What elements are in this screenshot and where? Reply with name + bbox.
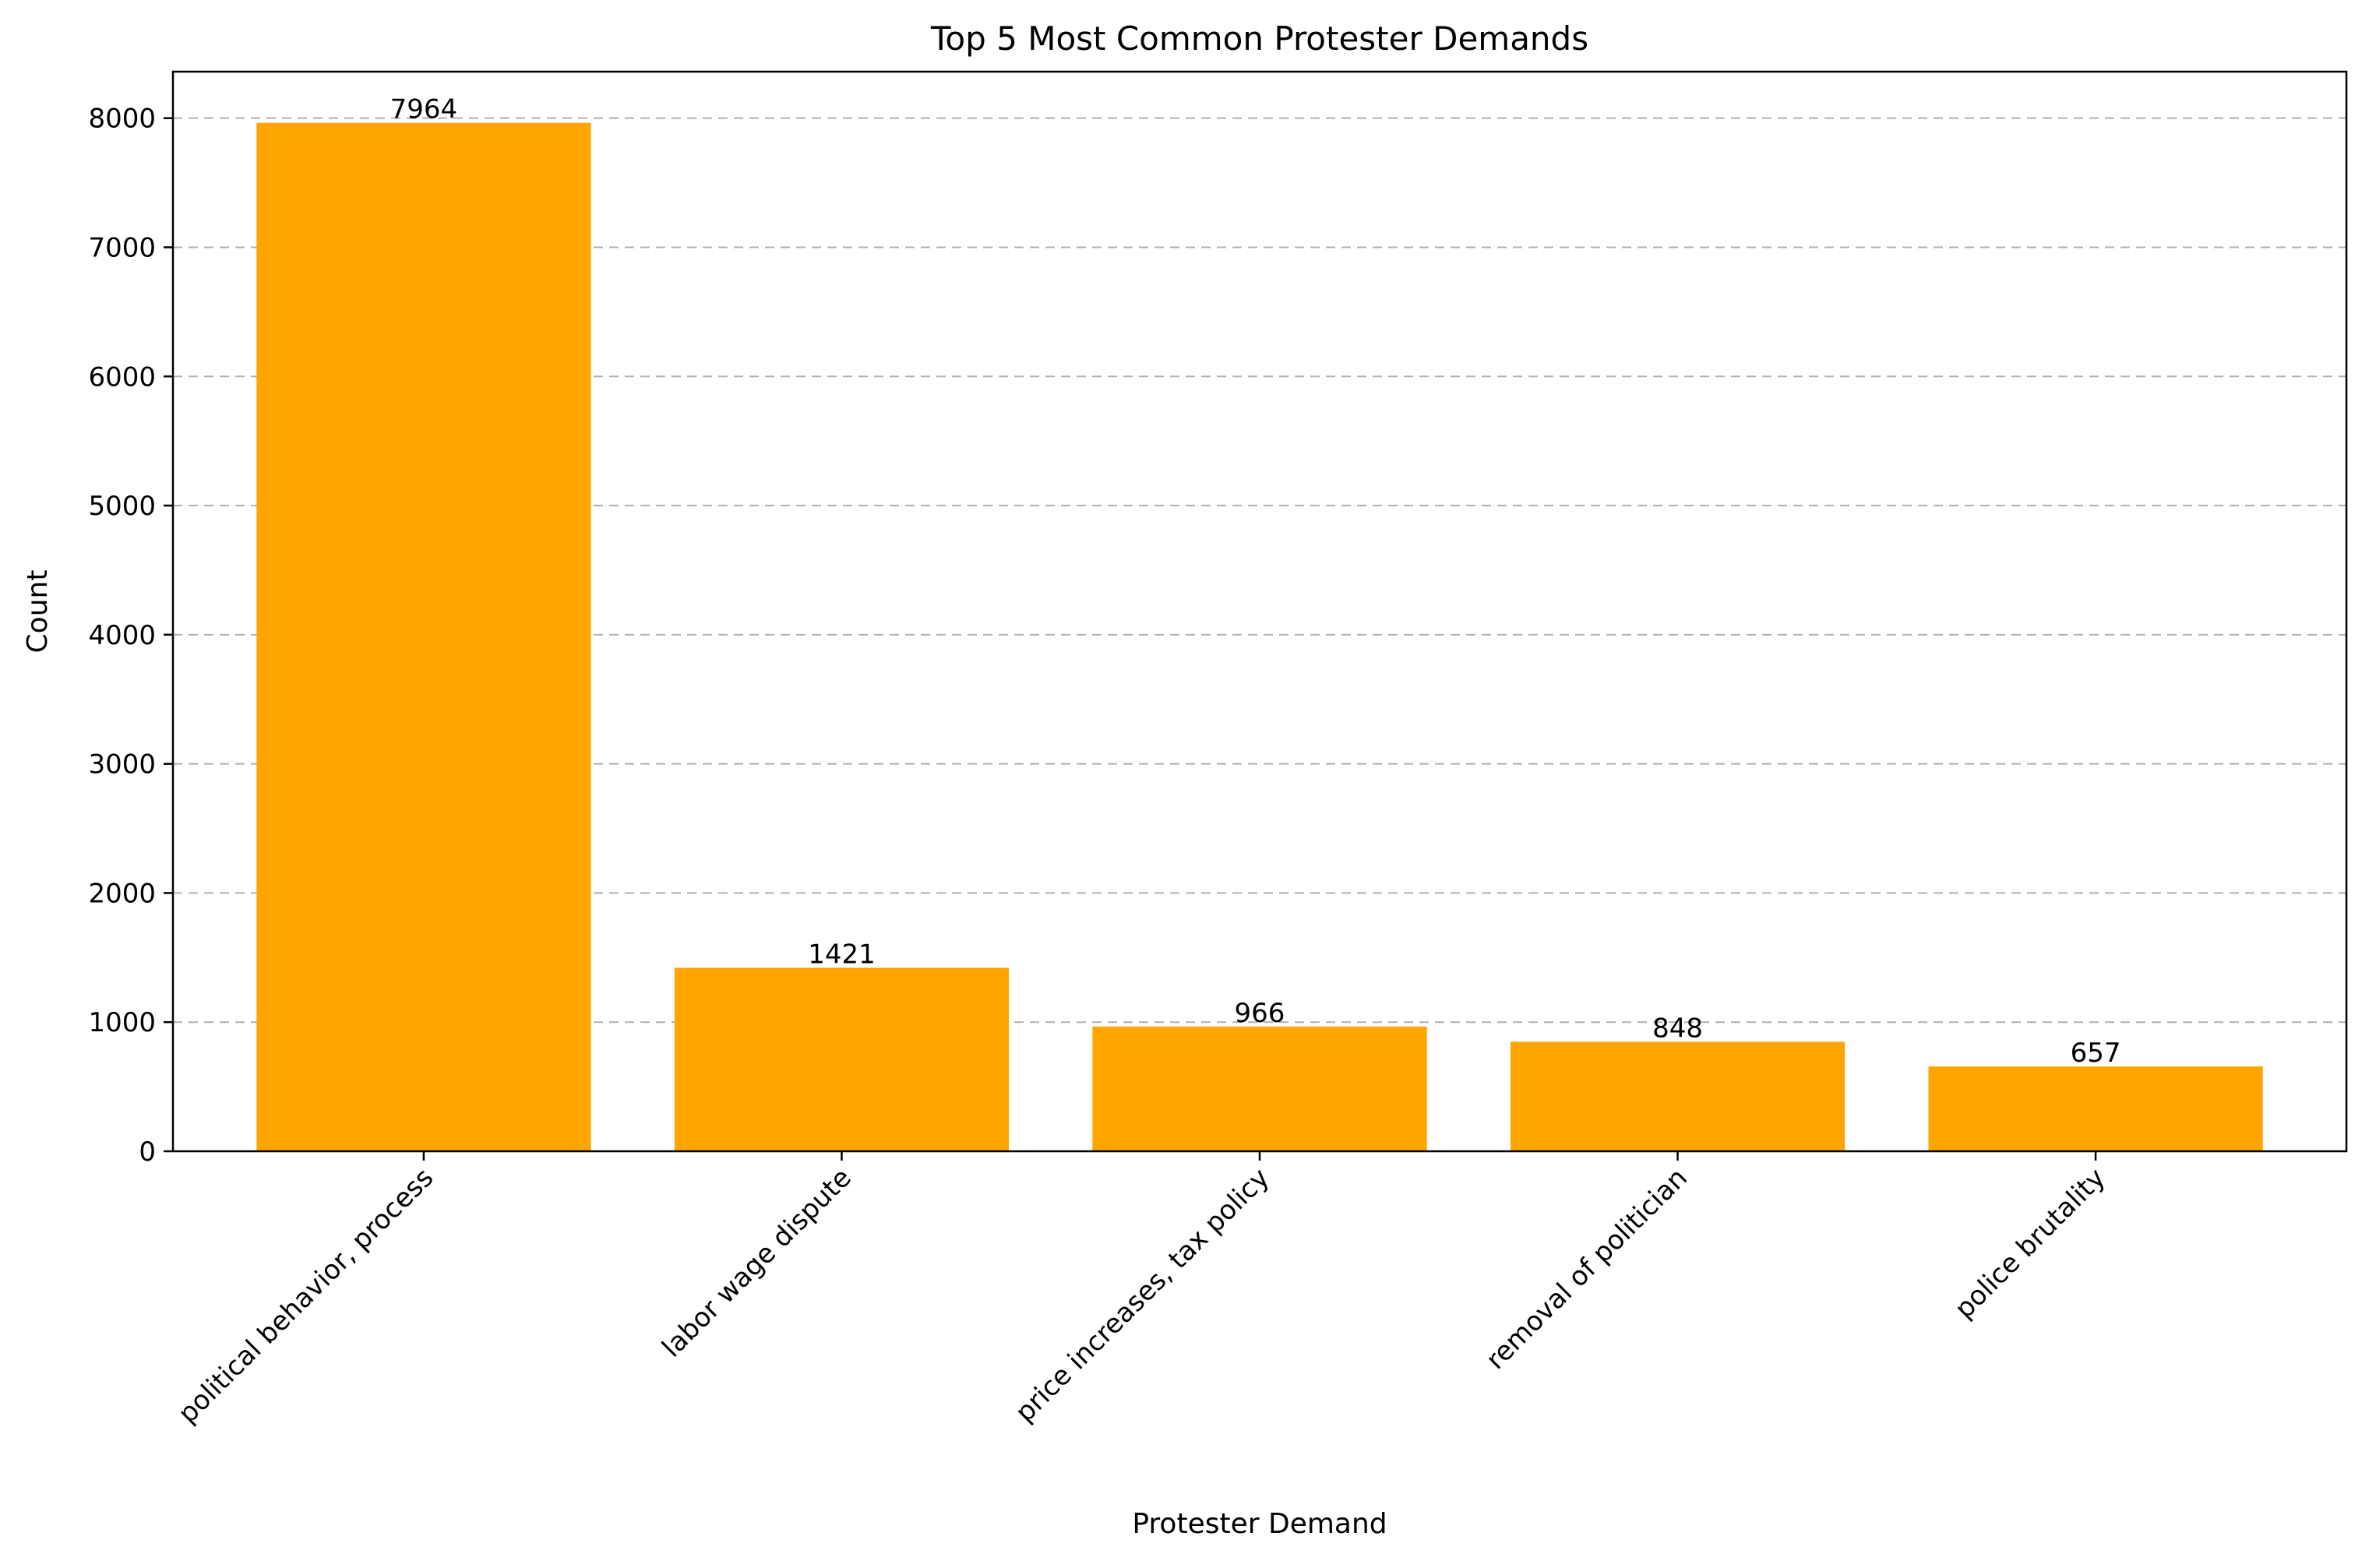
y-tick-label-8000: 8000 [88,104,156,135]
y-tick-label-4000: 4000 [88,620,156,651]
y-tick-label-6000: 6000 [88,361,156,393]
x-axis-ticks: political behavior, process labor wage di… [172,1151,2111,1429]
y-tick-label-5000: 5000 [88,491,156,522]
y-tick-label-7000: 7000 [88,232,156,263]
x-tick-label-3: price increases, tax policy [1010,1162,1276,1429]
y-axis-label: Count [22,570,54,654]
y-tick-label-1000: 1000 [88,1007,156,1038]
bar-4 [1510,1041,1845,1151]
x-tick-label-5: police brutality [1949,1162,2112,1325]
y-tick-label-3000: 3000 [88,749,156,780]
bar-5 [1928,1066,2263,1151]
bar-value-label-3: 966 [1235,998,1285,1029]
bar-value-labels: 7964 1421 966 848 657 [390,94,2121,1069]
y-axis-ticks: 0 1000 2000 3000 4000 5000 6000 7000 8000 [88,104,173,1168]
bar-value-label-4: 848 [1652,1013,1703,1044]
x-tick-label-4: removal of politician [1480,1162,1694,1376]
bar-2 [674,967,1010,1151]
x-axis-label: Protester Demand [1132,1508,1387,1540]
bar-1 [256,122,591,1152]
y-tick-label-0: 0 [139,1136,156,1168]
chart-title: Top 5 Most Common Protester Demands [930,19,1588,58]
bar-value-label-1: 7964 [390,94,458,125]
bar-3 [1092,1026,1427,1151]
bar-value-label-2: 1421 [808,939,876,970]
x-tick-label-1: political behavior, process [172,1162,439,1429]
y-tick-label-2000: 2000 [88,878,156,909]
bars [256,122,2263,1152]
bar-value-label-5: 657 [2071,1038,2121,1069]
x-tick-label-2: labor wage dispute [656,1162,857,1363]
